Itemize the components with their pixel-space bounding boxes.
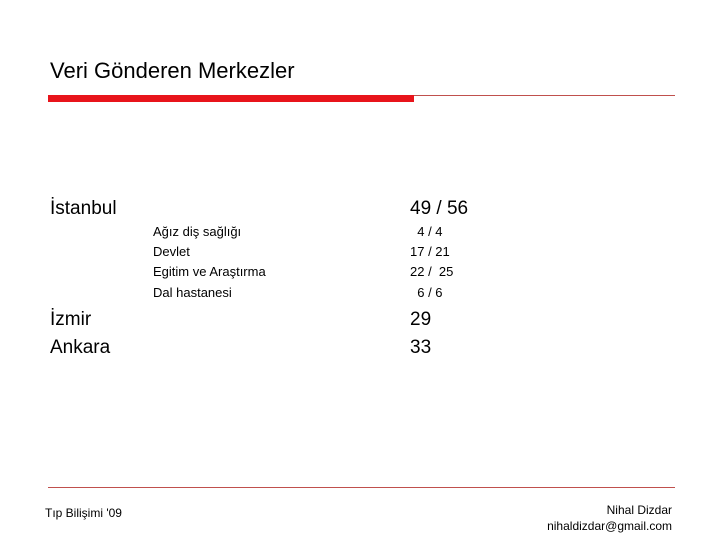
breakdown-value: 4 / 4 bbox=[410, 224, 443, 239]
slide-title: Veri Gönderen Merkezler bbox=[50, 58, 295, 83]
breakdown-value: 17 / 21 bbox=[410, 244, 450, 259]
city-istanbul-label: İstanbul bbox=[50, 198, 117, 219]
title-accent-bar bbox=[48, 95, 414, 102]
city-ankara-value: 33 bbox=[410, 337, 432, 358]
breakdown-label: Devlet bbox=[153, 244, 190, 259]
footer-author-block: Nihal Dizdar nihaldizdar@gmail.com bbox=[547, 502, 672, 534]
footer-author-name: Nihal Dizdar bbox=[606, 503, 672, 517]
breakdown-value: 6 / 6 bbox=[410, 285, 443, 300]
city-istanbul-value: 49 / 56 bbox=[410, 198, 469, 219]
breakdown-label: Dal hastanesi bbox=[153, 285, 232, 300]
city-ankara-label: Ankara bbox=[50, 337, 111, 358]
footer-course-label: Tıp Bilişimi '09 bbox=[45, 506, 122, 520]
footer-divider-line bbox=[48, 487, 675, 488]
footer-author-email: nihaldizdar@gmail.com bbox=[547, 519, 672, 533]
breakdown-label: Ağız diş sağlığı bbox=[153, 224, 242, 239]
title-divider-line bbox=[414, 95, 675, 96]
breakdown-label: Egitim ve Araştırma bbox=[153, 264, 266, 279]
city-izmir-value: 29 bbox=[410, 309, 432, 330]
city-izmir-label: İzmir bbox=[50, 309, 92, 330]
breakdown-value: 22 / 25 bbox=[410, 264, 454, 279]
